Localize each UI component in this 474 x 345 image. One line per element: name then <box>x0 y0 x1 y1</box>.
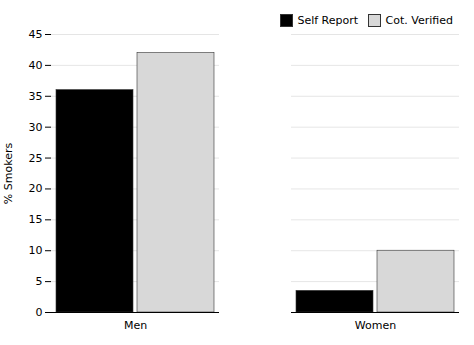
html-text:Cot. Verified: Cot. Verified <box>385 14 453 27</box>
svg-text:5: 5 <box>36 275 43 288</box>
svg-text:10: 10 <box>29 244 43 257</box>
svg-text:% Smokers: % Smokers <box>2 143 15 205</box>
html-text:Self Report: Self Report <box>297 14 359 27</box>
svg-text:20: 20 <box>29 182 43 195</box>
svg-text:Men: Men <box>124 319 147 332</box>
svg-text:30: 30 <box>29 121 43 134</box>
svg-text:35: 35 <box>29 90 43 103</box>
svg-text:25: 25 <box>29 152 43 165</box>
svg-text:40: 40 <box>29 59 43 72</box>
svg-text:45: 45 <box>29 28 43 41</box>
svg-text:0: 0 <box>36 306 43 319</box>
svg-text:15: 15 <box>29 213 43 226</box>
svg-text:Women: Women <box>355 319 396 332</box>
